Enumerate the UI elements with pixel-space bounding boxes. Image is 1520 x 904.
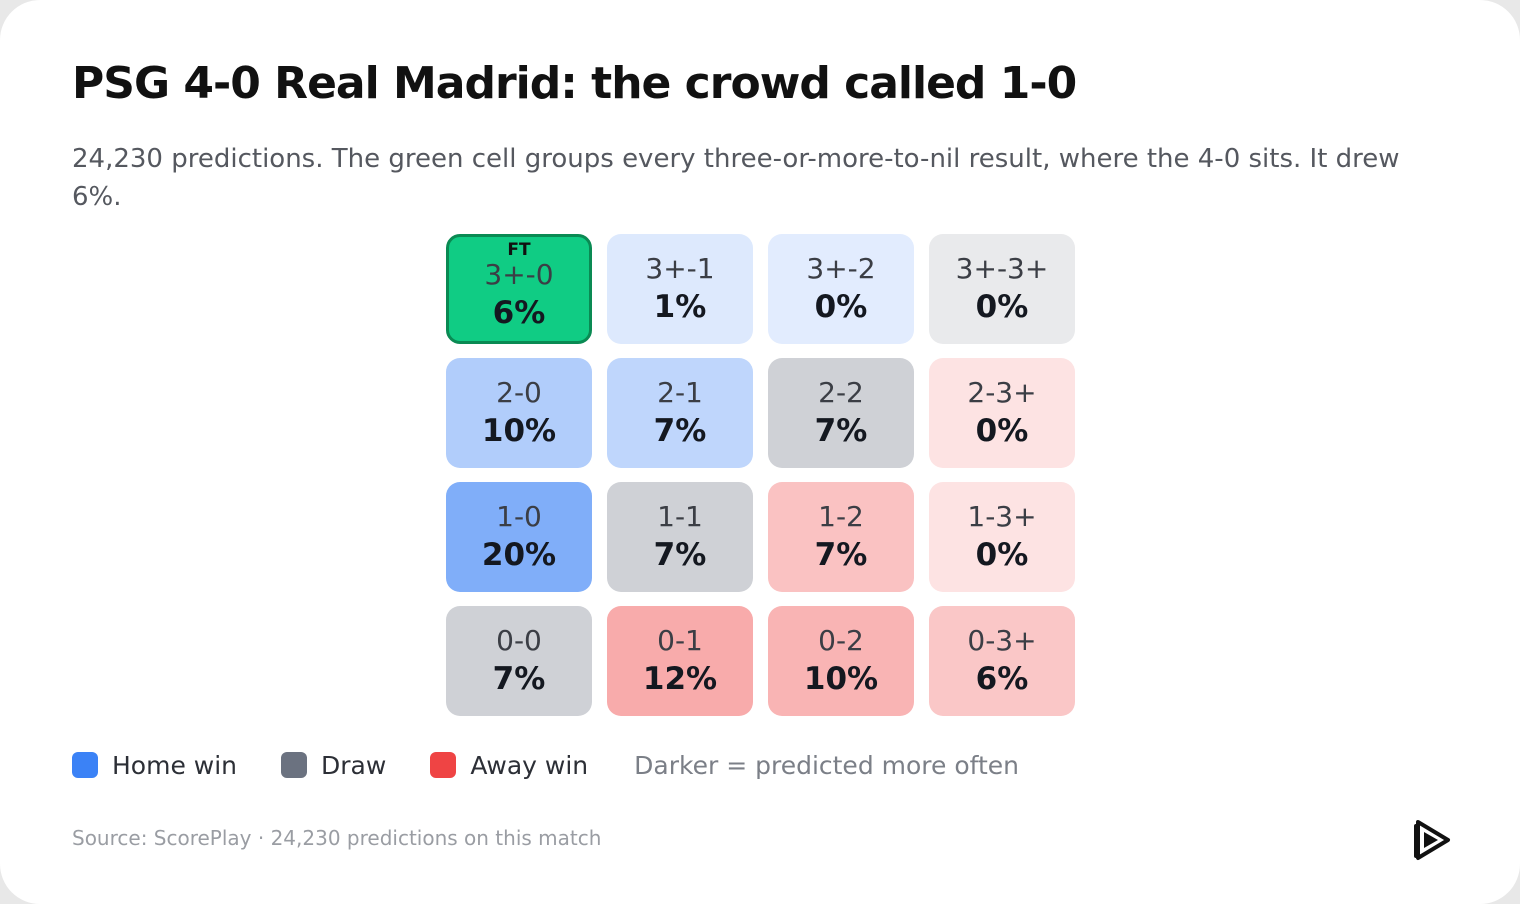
heatmap-cell: 2-0 10% <box>446 358 592 468</box>
cell-percentage: 12% <box>642 661 718 697</box>
scoreplay-play-logo-icon <box>1414 820 1450 860</box>
heatmap-cell: 1-1 7% <box>607 482 753 592</box>
legend-label-draw: Draw <box>321 750 387 780</box>
cell-percentage: 20% <box>481 537 557 573</box>
cell-score-label: 2-1 <box>657 376 703 409</box>
cell-percentage: 0% <box>975 289 1029 325</box>
cell-percentage: 0% <box>975 413 1029 449</box>
cell-percentage: 10% <box>481 413 557 449</box>
legend: Home win Draw Away win Darker = predicte… <box>72 748 1019 782</box>
cell-score-label: 0-1 <box>657 624 703 657</box>
cell-score-label: 3+-2 <box>806 252 876 285</box>
cell-score-label: 3+-0 <box>484 258 554 291</box>
cell-percentage: 0% <box>814 289 868 325</box>
heatmap-cell: 2-3+ 0% <box>929 358 1075 468</box>
cell-score-label: 2-2 <box>818 376 864 409</box>
legend-label-away: Away win <box>470 750 589 780</box>
heatmap-cell: 3+-1 1% <box>607 234 753 344</box>
heatmap-cell: 0-2 10% <box>768 606 914 716</box>
cell-percentage: 7% <box>814 537 868 573</box>
cell-percentage: 10% <box>803 661 879 697</box>
cell-percentage: 7% <box>653 537 707 573</box>
cell-score-label: 3+-3+ <box>955 252 1049 285</box>
cell-percentage: 7% <box>492 661 546 697</box>
chart-subtitle: 24,230 predictions. The green cell group… <box>72 144 1400 212</box>
cell-score-label: 3+-1 <box>645 252 715 285</box>
cell-percentage: 6% <box>975 661 1029 697</box>
legend-swatch-home <box>72 752 98 778</box>
cell-percentage: 1% <box>653 289 707 325</box>
cell-score-label: 0-0 <box>496 624 542 657</box>
full-time-marker: FT <box>507 240 531 260</box>
legend-item-draw: Draw <box>281 751 386 780</box>
cell-score-label: 1-0 <box>496 500 542 533</box>
heatmap-cell: FT 3+-0 6% <box>446 234 592 344</box>
chart-title: PSG 4-0 Real Madrid: the crowd called 1-… <box>72 58 1077 109</box>
heatmap-cell: 2-1 7% <box>607 358 753 468</box>
heatmap-cell: 1-2 7% <box>768 482 914 592</box>
legend-swatch-draw <box>281 752 308 778</box>
cell-score-label: 2-3+ <box>967 376 1037 409</box>
cell-score-label: 2-0 <box>496 376 542 409</box>
cell-score-label: 0-3+ <box>967 624 1037 657</box>
heatmap-cell: 1-3+ 0% <box>929 482 1075 592</box>
heatmap-cell: 3+-3+ 0% <box>929 234 1075 344</box>
cell-score-label: 1-1 <box>657 500 703 533</box>
cell-percentage: 0% <box>975 537 1029 573</box>
cell-percentage: 6% <box>492 295 546 331</box>
cell-score-label: 1-3+ <box>967 500 1037 533</box>
heatmap-cell: 0-0 7% <box>446 606 592 716</box>
source-note: Source: ScorePlay · 24,230 predictions o… <box>72 826 602 850</box>
heatmap-cell: 3+-2 0% <box>768 234 914 344</box>
heatmap-cell: 0-1 12% <box>607 606 753 716</box>
legend-item-away: Away win <box>430 751 588 780</box>
score-heatmap: FT 3+-0 6% 3+-1 1% 3+-2 0% 3+-3+ 0% 2-0 10% 2-1 7% 2-… <box>446 234 1075 716</box>
heatmap-cell: 1-0 20% <box>446 482 592 592</box>
heatmap-cell: 2-2 7% <box>768 358 914 468</box>
legend-note: Darker = predicted more often <box>634 750 1020 780</box>
legend-item-home: Home win <box>72 751 237 780</box>
legend-label-home: Home win <box>112 750 238 780</box>
legend-swatch-away <box>430 752 457 778</box>
cell-score-label: 1-2 <box>818 500 864 533</box>
cell-percentage: 7% <box>814 413 868 449</box>
cell-score-label: 0-2 <box>818 624 864 657</box>
heatmap-cell: 0-3+ 6% <box>929 606 1075 716</box>
cell-percentage: 7% <box>653 413 707 449</box>
